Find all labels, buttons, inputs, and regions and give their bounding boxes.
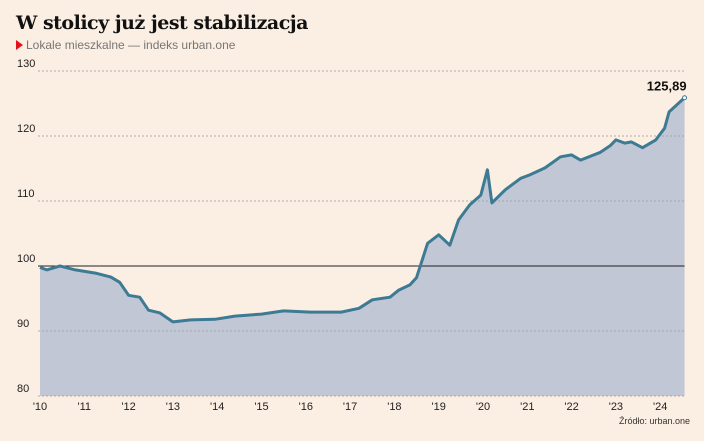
y-tick-label: 110 — [17, 188, 35, 200]
x-tick-label: '20 — [476, 401, 490, 413]
x-tick-label: '12 — [121, 401, 135, 413]
x-tick-label: '19 — [432, 401, 446, 413]
y-tick-label: 100 — [17, 253, 35, 265]
last-point-marker — [682, 95, 688, 101]
x-tick-label: '23 — [609, 401, 623, 413]
x-tick-label: '15 — [254, 401, 268, 413]
x-tick-label: '10 — [33, 401, 47, 413]
chart-subtitle: Lokale mieszkalne — indeks urban.one — [16, 38, 235, 52]
x-tick-label: '16 — [299, 401, 313, 413]
x-tick-label: '14 — [210, 401, 224, 413]
y-tick-label: 120 — [17, 123, 35, 135]
x-tick-label: '11 — [78, 401, 92, 413]
x-tick-label: '21 — [520, 401, 534, 413]
x-tick-label: '17 — [343, 401, 357, 413]
source-note: Źródło: urban.one — [618, 416, 690, 426]
x-tick-label: '13 — [166, 401, 180, 413]
y-tick-label: 80 — [17, 383, 29, 395]
y-tick-label: 90 — [17, 318, 29, 330]
x-tick-label: '18 — [387, 401, 401, 413]
chart-title: W stolicy już jest stabilizacja — [16, 12, 308, 34]
series-line — [39, 96, 686, 324]
last-value-label: 125,89 — [647, 79, 687, 94]
x-tick-label: '24 — [653, 401, 667, 413]
y-tick-label: 130 — [17, 58, 35, 70]
area-fill — [40, 97, 685, 396]
subtitle-text: Lokale mieszkalne — indeks urban.one — [26, 38, 236, 52]
x-tick-label: '22 — [564, 401, 578, 413]
red-triangle-icon — [16, 40, 23, 50]
